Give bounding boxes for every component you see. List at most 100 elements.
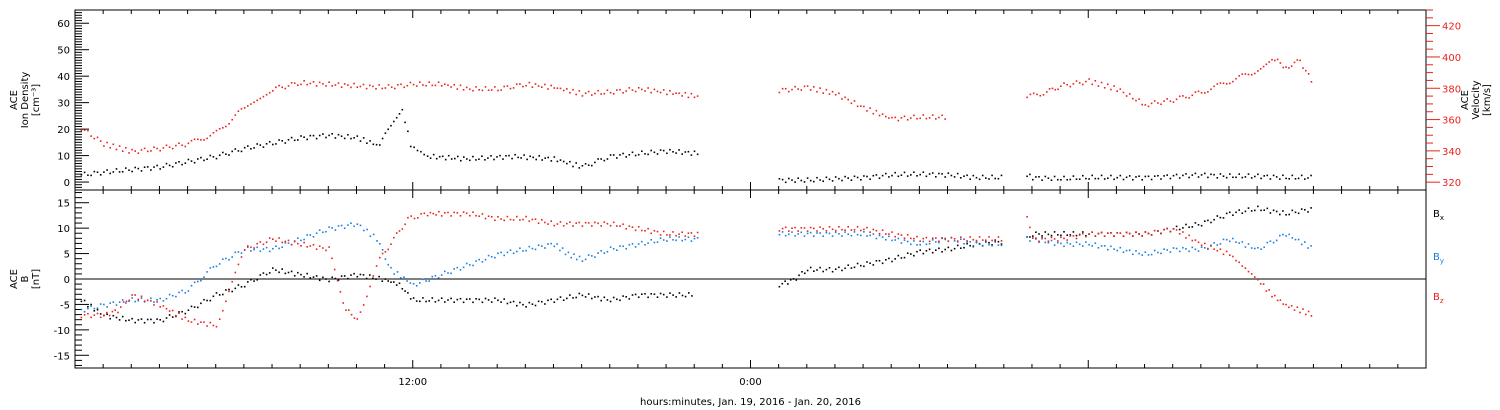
field-bx-point (125, 319, 127, 322)
density-point (1094, 177, 1097, 180)
field-bz-point (1026, 216, 1028, 218)
density-point (87, 174, 89, 176)
legend-bz: Bz (1433, 292, 1444, 305)
field-bz-point (956, 240, 959, 242)
field-bz-point (404, 223, 406, 226)
velocity-point (109, 147, 111, 149)
field-bz-point (681, 231, 683, 233)
density-point (340, 135, 343, 137)
field-bz-point (435, 214, 437, 216)
velocity-point (1197, 90, 1200, 93)
density-point (1157, 174, 1159, 177)
field-by-point (897, 237, 900, 240)
velocity-point (146, 150, 149, 153)
legend-subscript: x (1440, 214, 1444, 222)
field-by-point (1026, 236, 1028, 238)
velocity-point (1185, 96, 1187, 99)
field-by-point (531, 247, 534, 250)
velocity-point (853, 100, 856, 102)
density-point (490, 155, 492, 157)
field-by-point (328, 226, 330, 228)
field-bz-point (175, 315, 177, 317)
field-by-point (225, 257, 227, 260)
density-point (1166, 174, 1168, 176)
density-point (454, 157, 456, 160)
field-bz-point (888, 233, 890, 235)
field-bz-point (87, 312, 89, 315)
density-point (650, 149, 652, 152)
density-point (938, 172, 940, 175)
field-by-point (1113, 248, 1115, 250)
field-bz-point (1000, 240, 1003, 242)
field-bx-point (395, 284, 398, 286)
velocity-point (1150, 102, 1153, 105)
x-tick-label: 0:00 (739, 377, 761, 388)
velocity-point (784, 87, 787, 90)
velocity-point (562, 89, 565, 92)
velocity-point (612, 93, 615, 95)
field-bz-point (1194, 239, 1197, 241)
field-bx-point (813, 270, 815, 272)
density-point (888, 176, 890, 178)
velocity-point (381, 87, 384, 90)
field-by-point (106, 306, 108, 308)
field-bx-point (425, 300, 427, 303)
field-bz-point (637, 226, 640, 228)
velocity-point (537, 85, 540, 87)
field-by-point (628, 244, 631, 246)
velocity-point (531, 86, 534, 88)
field-by-point (863, 231, 865, 233)
field-bx-point (278, 271, 280, 274)
field-bx-point (666, 296, 668, 298)
field-by-point (462, 266, 465, 269)
field-bx-point (822, 270, 824, 273)
field-by-point (162, 300, 165, 302)
field-bz-point (628, 225, 631, 227)
velocity-point (434, 84, 437, 87)
x-tick-label: 12:00 (398, 377, 427, 388)
field-bx-point (609, 300, 612, 303)
field-bz-point (1035, 237, 1037, 239)
field-bx-point (1307, 211, 1309, 213)
density-point (293, 139, 296, 142)
field-by-point (525, 249, 527, 252)
legend-by: By (1433, 252, 1444, 265)
field-bz-point (407, 216, 409, 219)
field-bx-point (250, 278, 252, 281)
field-bx-point (237, 284, 240, 286)
velocity-point (690, 92, 693, 95)
density-point (1175, 173, 1178, 176)
field-by-point (215, 265, 218, 268)
field-bx-point (866, 261, 868, 263)
velocity-point (278, 84, 280, 87)
field-bz-point (693, 235, 696, 237)
density-point (362, 137, 365, 139)
field-bx-point (262, 272, 265, 274)
field-bx-point (1260, 209, 1262, 212)
field-by-point (303, 238, 305, 241)
density-point (215, 157, 218, 160)
field-bx-point (256, 279, 258, 281)
field-bx-point (659, 292, 662, 295)
density-y-tick-label: 50 (57, 46, 70, 57)
field-by-point (240, 252, 243, 254)
density-point (781, 178, 784, 181)
field-bz-point (1157, 230, 1159, 232)
density-point (828, 178, 831, 181)
field-by-point (403, 276, 405, 278)
field-bz-point (359, 311, 362, 313)
field-bz-point (897, 233, 900, 235)
field-by-point (150, 297, 152, 300)
field-bz-point (459, 215, 462, 217)
velocity-point (1296, 59, 1299, 61)
velocity-point (878, 114, 881, 117)
velocity-point (259, 97, 262, 100)
field-by-point (547, 243, 549, 245)
velocity-point (1103, 87, 1106, 89)
field-bx-point (272, 267, 274, 269)
velocity-point (831, 90, 834, 93)
velocity-point (506, 85, 509, 87)
velocity-point (797, 88, 799, 90)
field-bz-point (791, 227, 793, 229)
field-by-point (1310, 245, 1312, 247)
